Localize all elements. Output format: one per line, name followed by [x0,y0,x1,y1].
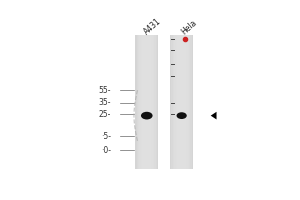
Text: ·5-: ·5- [101,132,111,141]
Ellipse shape [141,112,153,119]
Bar [139,35,154,169]
Bar [180,35,184,169]
Polygon shape [211,112,217,119]
Bar [171,35,192,169]
Text: ·0-: ·0- [101,146,111,155]
Ellipse shape [176,112,187,119]
Bar [178,35,185,169]
Bar [142,35,152,169]
Text: 35-: 35- [98,98,111,107]
Bar [138,35,156,169]
Bar [176,35,188,169]
Text: A431: A431 [142,16,163,36]
Bar [170,35,193,169]
Bar [177,35,186,169]
Bar [135,35,158,169]
Bar [135,35,158,169]
Bar [170,35,193,169]
Text: 55-: 55- [98,86,111,95]
Text: Hela: Hela [179,18,198,36]
Bar [141,35,153,169]
Text: 25-: 25- [98,110,111,119]
Bar [143,35,150,169]
Bar [174,35,189,169]
Bar [145,35,148,169]
Bar [173,35,190,169]
Bar [136,35,157,169]
